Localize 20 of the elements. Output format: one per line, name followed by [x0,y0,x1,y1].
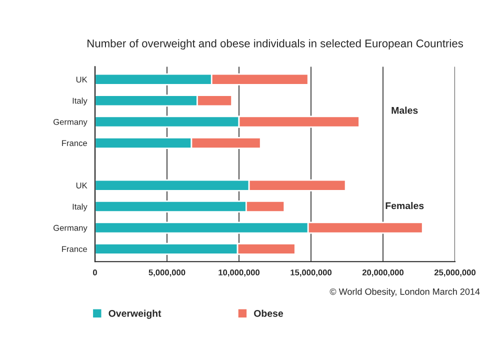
annotation: Females [386,202,424,210]
y-tick-label: Germany [54,224,88,232]
y-tick-label: UK [76,76,88,83]
x-tick-label: 15,000,000 [290,269,332,277]
y-tick-label: Germany [54,118,88,127]
y-tick-label: France [62,140,87,146]
chart-title: Number of overweight and obese individuals in selected European Countries [88,39,463,50]
x-tick-label: 20,000,000 [362,269,404,277]
x-tick-label: 0 [93,269,97,276]
text: © World Obesity, London March 2014 [330,288,480,297]
annotation: Males [392,106,418,114]
y-tick-label: France [62,246,87,252]
y-tick-label: Italy [72,204,88,212]
x-tick-label: 25,000,000 [434,269,476,277]
x-tick-label: 5,000,000 [148,269,186,277]
x-tick-label: 10,000,000 [218,269,260,277]
legend-label: Obese [254,310,284,317]
y-tick-label: Italy [72,98,88,106]
legend-label: Overweight [108,310,162,319]
y-tick-label: UK [76,182,88,188]
